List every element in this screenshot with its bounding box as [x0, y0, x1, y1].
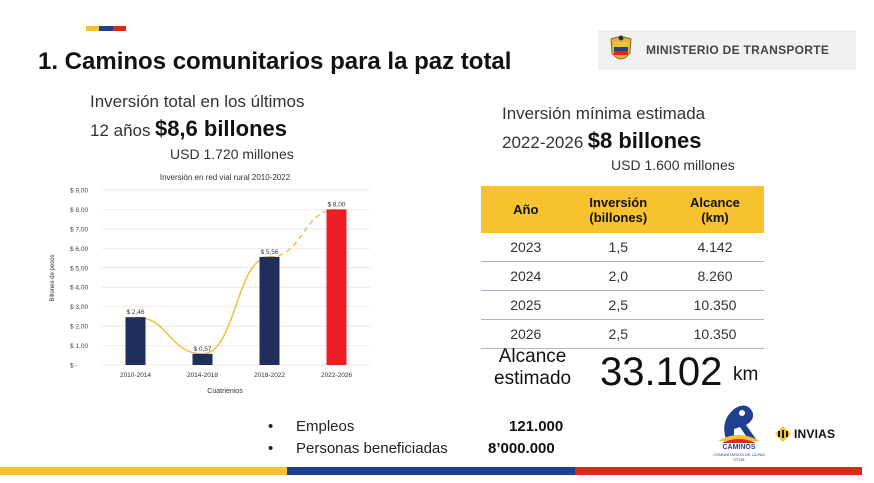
- table-row: 2024 2,0 8.260: [481, 261, 764, 291]
- header-year: Año: [481, 186, 571, 233]
- cell-investment: 2,5: [570, 290, 666, 320]
- invias-logo-icon: [775, 426, 791, 442]
- cell-reach: 8.260: [665, 261, 764, 291]
- caminos-logo-text: CAMINOS: [722, 444, 756, 451]
- chart-bars: [125, 209, 347, 365]
- header-reach: Alcance (km): [665, 186, 764, 233]
- value-label: $ 2,46: [126, 309, 144, 316]
- left-summary-line1: Inversión total en los últimos: [90, 92, 305, 111]
- y-tick-label: $ 5,00: [70, 265, 88, 272]
- chart-bar: [125, 317, 146, 365]
- value-label: $ 5,56: [260, 249, 278, 256]
- cell-year: 2026: [481, 319, 571, 349]
- x-tick-label: 2010-2014: [120, 372, 151, 379]
- cell-year: 2025: [481, 290, 571, 320]
- header-investment: Inversión (billones): [570, 186, 666, 233]
- table-row: 2026 2,5 10.350: [481, 319, 764, 349]
- caminos-logo-subtext: COMUNITARIOS DE LA PAZ TOTAL: [713, 452, 765, 462]
- cell-investment: 2,0: [570, 261, 666, 291]
- table-header-row: Año Inversión (billones) Alcance (km): [481, 186, 764, 233]
- bullet-label-people: Personas beneficiadas: [296, 440, 448, 457]
- reach-unit: km: [733, 364, 759, 385]
- right-summary-prefix: 2022-2026: [502, 133, 584, 152]
- y-tick-label: $ 8,00: [70, 207, 88, 214]
- bullet-value-jobs: 121.000: [509, 418, 564, 435]
- bottom-flag-bar: [0, 467, 862, 475]
- y-tick-label: $ 3,00: [70, 304, 88, 311]
- reach-label-line2: estimado: [494, 368, 572, 389]
- value-label: $ 0,57: [193, 346, 211, 353]
- right-summary-usd: USD 1.600 millones: [611, 157, 735, 173]
- reach-value: 33.102: [600, 350, 723, 394]
- ministry-badge: MINISTERIO DE TRANSPORTE: [598, 30, 856, 70]
- bullet-label-jobs: Empleos: [296, 418, 355, 435]
- trend-line-projected: [269, 208, 337, 258]
- x-tick-label: 2014-2018: [187, 372, 218, 379]
- cell-reach: 4.142: [665, 233, 764, 262]
- left-summary-prefix: 12 años: [90, 121, 151, 140]
- left-summary-amount-line: 12 años $8,6 billones: [90, 116, 287, 142]
- caminos-logo: CAMINOS COMUNITARIOS DE LA PAZ TOTAL: [712, 399, 766, 462]
- chart-title: Inversión en red vial rural 2010-2022: [160, 173, 291, 182]
- right-summary-line1: Inversión mínima estimada: [502, 104, 706, 123]
- invias-logo: INVIAS: [775, 426, 835, 442]
- bullet-icon: •: [268, 440, 274, 457]
- cell-reach: 10.350: [665, 319, 764, 349]
- value-label: $ 8,00: [327, 201, 345, 208]
- reach-label-line1: Alcance: [498, 346, 567, 367]
- left-summary-usd: USD 1.720 millones: [170, 146, 294, 162]
- reach-label: Alcance estimado: [494, 346, 571, 390]
- flag-accent: [86, 26, 126, 31]
- chart-bar: [192, 353, 213, 365]
- y-tick-label: $ 2,00: [70, 324, 88, 331]
- y-tick-label: $ -: [70, 363, 78, 370]
- table-row: 2025 2,5 10.350: [481, 290, 764, 320]
- chart-gridlines: [102, 189, 370, 366]
- y-tick-label: $ 6,00: [70, 246, 88, 253]
- bullet-value-people: 8’000.000: [488, 440, 555, 457]
- invias-logo-text: INVIAS: [794, 427, 836, 441]
- chart-y-ticks: $ - $ 1,00 $ 2,00 $ 3,00 $ 4,00 $ 5,00 $ 6,00 $…: [70, 188, 88, 370]
- chart-x-label: Cuatrienios: [207, 388, 243, 395]
- left-summary-amount: $8,6 billones: [154, 116, 288, 141]
- x-tick-label: 2022-2026: [321, 372, 352, 379]
- y-tick-label: $ 7,00: [70, 226, 88, 233]
- y-tick-label: $ 4,00: [70, 285, 88, 292]
- investment-table: Año Inversión (billones) Alcance (km) 20…: [481, 186, 764, 349]
- chart-x-ticks: 2010-2014 2014-2018 2018-2022 2022-2026: [120, 372, 352, 379]
- page-title: 1. Caminos comunitarios para la paz tota…: [38, 48, 512, 75]
- bullet-icon: •: [268, 418, 274, 435]
- chart-y-label: Billones de pesos: [50, 254, 56, 301]
- trend-line: [135, 256, 270, 355]
- cell-year: 2023: [481, 233, 571, 262]
- y-tick-label: $ 9,00: [70, 188, 88, 195]
- cell-investment: 2,5: [570, 319, 666, 349]
- chart-value-labels: $ 2,46 $ 0,57 $ 5,56 $ 8,00: [126, 201, 345, 352]
- right-summary-amount-line: 2022-2026 $8 billones: [502, 128, 701, 154]
- chart-bar: [326, 209, 347, 365]
- cell-year: 2024: [481, 261, 571, 291]
- right-summary-amount: $8 billones: [587, 128, 702, 153]
- x-tick-label: 2018-2022: [254, 372, 285, 379]
- y-tick-label: $ 1,00: [70, 343, 88, 350]
- coat-of-arms-icon: [610, 35, 632, 60]
- chart-bar: [259, 256, 280, 365]
- investment-chart: Inversión en red vial rural 2010-2022 $ …: [50, 173, 370, 395]
- caminos-logo-icon: [718, 405, 760, 443]
- table-row: 2023 1,5 4.142: [481, 233, 764, 262]
- cell-reach: 10.350: [665, 290, 764, 320]
- cell-investment: 1,5: [570, 233, 666, 262]
- ministry-name: MINISTERIO DE TRANSPORTE: [646, 43, 830, 57]
